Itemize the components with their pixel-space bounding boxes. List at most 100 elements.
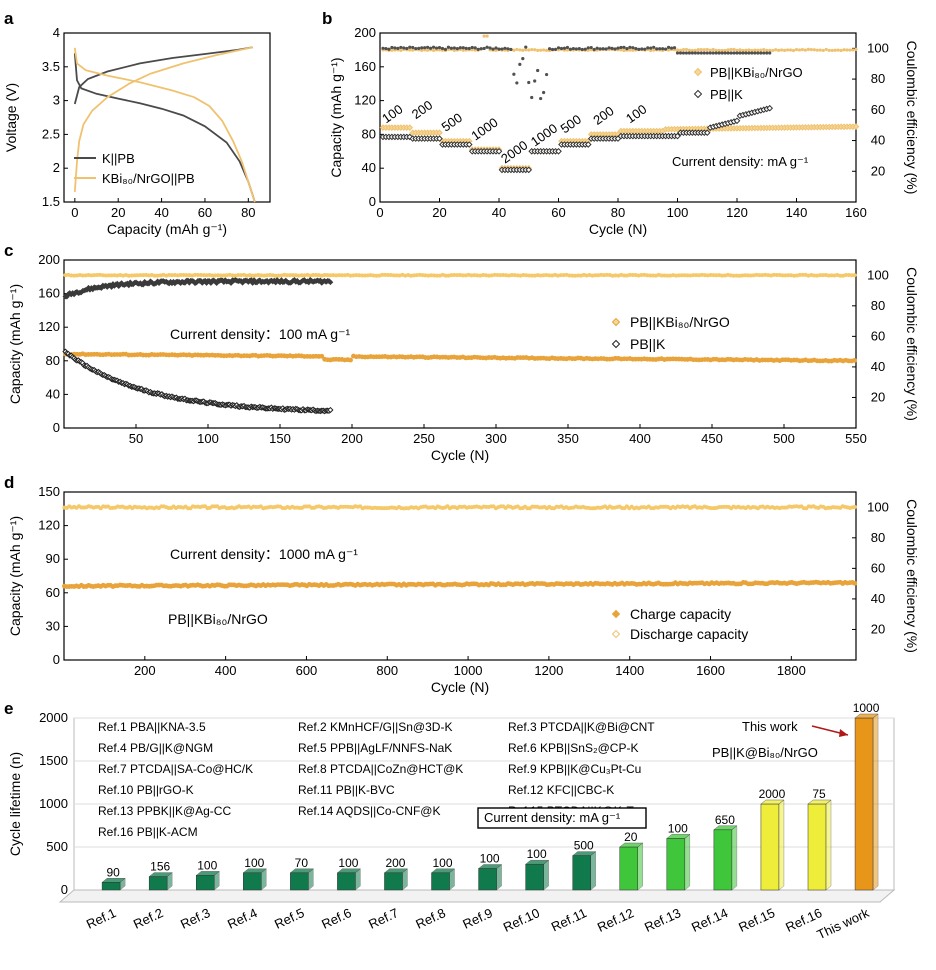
ce-point (443, 273, 448, 278)
ce-point (178, 273, 183, 278)
bar-side (119, 877, 126, 891)
ce-point (630, 272, 635, 277)
ce-point (524, 45, 528, 49)
ce-point (184, 273, 189, 278)
ce-point (259, 273, 264, 278)
ce-point (852, 273, 857, 278)
x-tick-label: 400 (215, 663, 237, 678)
ce-point (80, 273, 85, 278)
ce-point (622, 45, 626, 49)
ce-point (512, 48, 516, 52)
ce-point (492, 272, 497, 277)
ce-point (417, 46, 421, 50)
ce-point (420, 46, 424, 50)
ce-point (696, 51, 700, 55)
bar-side (543, 859, 549, 891)
bar-side (872, 713, 879, 891)
reference-text: Ref.4 PB/G||K@NGM (98, 741, 213, 755)
x-tick-label: 200 (134, 663, 156, 678)
ce-point (420, 48, 424, 53)
ce-point (690, 48, 694, 53)
x-tick-label: 50 (129, 431, 143, 446)
ce-point (360, 273, 365, 278)
ce-point (818, 273, 822, 278)
ce-point (239, 273, 244, 278)
ce-point (72, 273, 77, 278)
ce-point (675, 51, 680, 55)
ce-point (423, 46, 427, 50)
bar (713, 829, 733, 891)
ce-point (800, 48, 805, 52)
ce-point (687, 51, 692, 55)
ce-point (756, 51, 760, 55)
ce-point (765, 48, 769, 52)
ce-point (483, 273, 488, 278)
bar (337, 872, 356, 891)
ce-point (396, 46, 400, 50)
bar-label: 70 (295, 856, 309, 870)
rate-label: 200 (409, 97, 435, 122)
reference-text: Ref.13 PPBK||K@Ag-CC (98, 804, 231, 818)
ce-point (774, 273, 779, 278)
x-tick-label: 60 (198, 205, 212, 220)
ce-point (521, 57, 525, 61)
ce-point (437, 48, 442, 52)
ce-point (221, 273, 226, 278)
ce-point (472, 273, 477, 278)
y-tick-label: 500 (46, 839, 68, 854)
capacity-point (733, 117, 741, 125)
ce-point (851, 48, 855, 52)
ce-point (449, 46, 453, 50)
y-tick-label: 150 (38, 484, 60, 499)
ce-point (678, 48, 683, 52)
y-tick-label: 2 (53, 160, 60, 175)
ce-point (780, 48, 784, 52)
ce-point (365, 273, 370, 278)
bar-label: 100 (338, 856, 358, 870)
ce-point (843, 273, 848, 278)
ce-point (449, 273, 454, 278)
ce-point (527, 48, 531, 52)
ce-point (399, 45, 403, 50)
ce-point (768, 51, 772, 55)
ce-point (533, 79, 537, 83)
ce-point (485, 34, 489, 38)
rate-label: 2000 (498, 137, 530, 166)
ce-point (797, 272, 802, 277)
ce-point (628, 48, 632, 52)
ce-point (443, 47, 448, 51)
ce-point (288, 273, 293, 278)
ce-point (374, 273, 379, 278)
x-tick-label: 450 (701, 431, 723, 446)
ce-point (732, 47, 736, 52)
ce-point (276, 273, 281, 278)
bar (760, 803, 780, 891)
ce-point (711, 51, 715, 55)
bar-label: 100 (244, 856, 264, 870)
ce-point (467, 46, 471, 51)
ce-point (521, 273, 526, 278)
ce-point (426, 48, 430, 52)
y-tick-label: 80 (362, 126, 376, 141)
legend-label: PB||K (630, 336, 666, 352)
ce-point (786, 273, 791, 278)
ce-point (494, 48, 498, 52)
ce-point (777, 48, 781, 53)
ce-point (488, 46, 492, 50)
capacity-point (495, 147, 503, 155)
x-tick-label: Ref.13 (642, 905, 683, 935)
ce-point (833, 48, 837, 52)
bar-label: 75 (812, 787, 826, 801)
ce-point (711, 47, 715, 52)
y2-tick-label: 40 (871, 133, 885, 148)
ce-point (129, 273, 134, 278)
ce-point (273, 273, 278, 278)
capacity-point (766, 104, 774, 112)
ce-point (452, 46, 456, 50)
y-tick-label: 120 (38, 319, 60, 334)
bar (384, 872, 403, 891)
rate-label: 1000 (528, 121, 560, 150)
ce-point (428, 46, 433, 50)
ce-point (640, 47, 644, 51)
ce-point (527, 273, 532, 278)
